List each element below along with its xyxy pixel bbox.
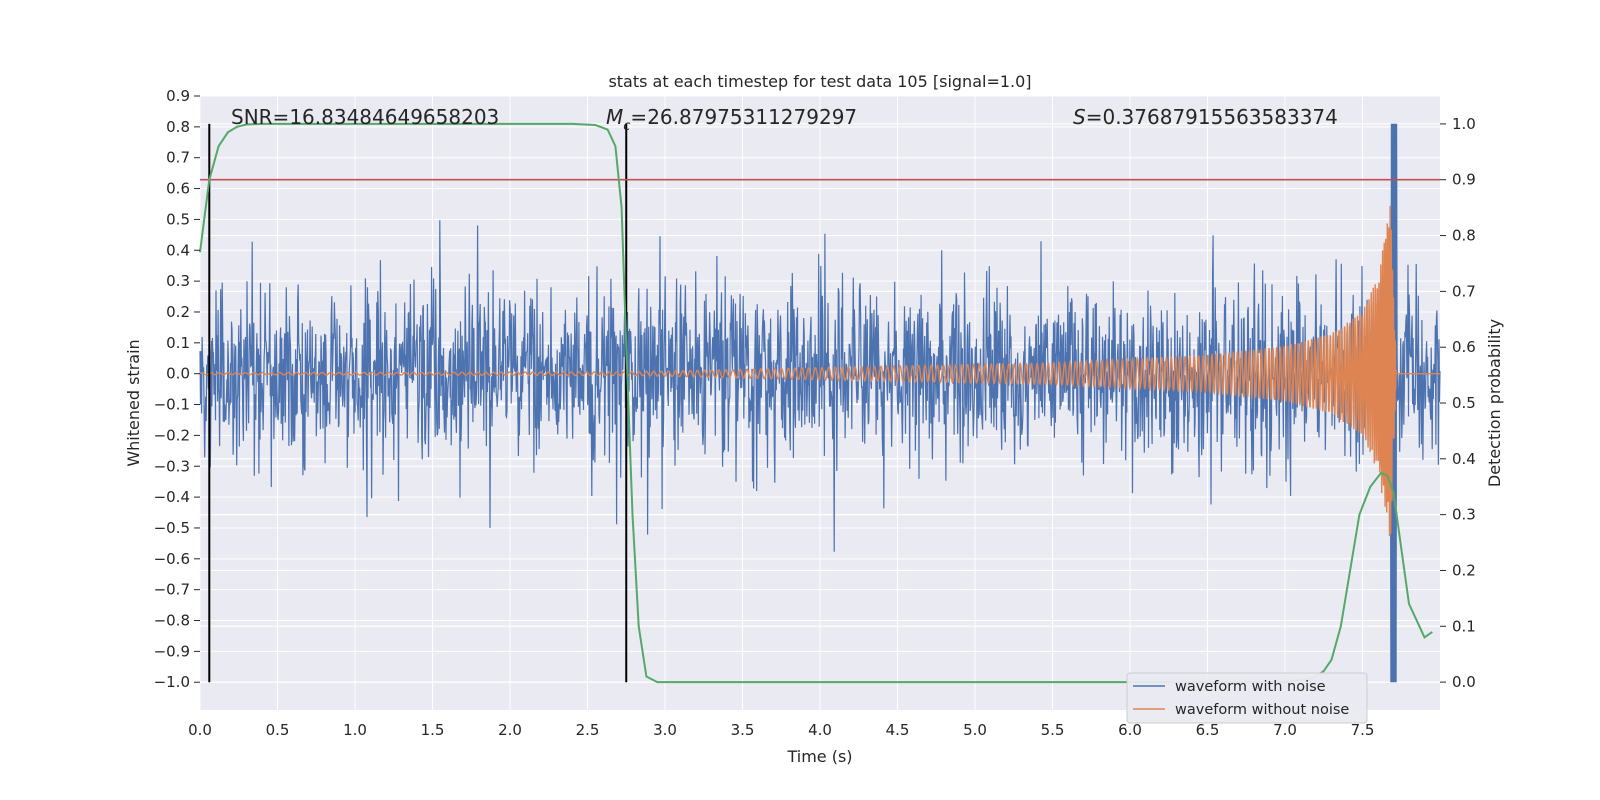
y-left-tick-label-4: 0.5 <box>166 210 190 228</box>
x-tick-label-6: 3.0 <box>653 721 677 739</box>
vertical-markers <box>208 123 628 683</box>
x-tick-label-0: 0.0 <box>188 721 212 739</box>
x-tick-label-2: 1.0 <box>343 721 367 739</box>
legend-box <box>1126 672 1368 724</box>
y-left-tick-label-10: −0.1 <box>154 396 190 414</box>
s-annotation: S=0.37687915563583374 <box>1073 105 1338 129</box>
noise-series <box>199 123 1441 683</box>
mc-symbol: M <box>606 105 623 129</box>
x-tick-label-11: 5.5 <box>1041 721 1065 739</box>
y-right-tick-label-6: 0.4 <box>1452 450 1476 468</box>
y-right-ticks: 1.0 0.9 0.8 0.7 0.6 0.5 0.4 0.3 0.2 0.1 0.0 <box>1440 115 1476 691</box>
snr-prefix: SNR= <box>231 105 289 129</box>
x-tick-label-10: 5.0 <box>963 721 987 739</box>
y-right-tick-label-2: 0.8 <box>1452 227 1476 245</box>
y-right-tick-label-0: 1.0 <box>1452 115 1476 133</box>
x-tick-label-4: 2.0 <box>498 721 522 739</box>
y-right-tick-label-4: 0.6 <box>1452 338 1476 356</box>
x-tick-label-13: 6.5 <box>1196 721 1220 739</box>
x-tick-label-5: 2.5 <box>576 721 600 739</box>
x-tick-label-1: 0.5 <box>266 721 290 739</box>
mc-annotation: Mc=26.87975311279297 <box>606 105 857 134</box>
legend-label-noise: waveform with noise <box>1175 679 1326 695</box>
x-tick-label-3: 1.5 <box>421 721 445 739</box>
snr-annotation: SNR=16.83484649658203 <box>231 105 499 129</box>
x-tick-label-7: 3.5 <box>731 721 755 739</box>
series-clean-line <box>199 205 1440 536</box>
legend-label-clean: waveform without noise <box>1175 702 1349 718</box>
y-right-tick-label-10: 0.0 <box>1452 673 1476 691</box>
mc-prefix: = <box>630 105 647 129</box>
y-left-tick-label-2: 0.7 <box>166 149 190 167</box>
y-right-tick-label-7: 0.3 <box>1452 506 1476 524</box>
x-tick-label-12: 6.0 <box>1118 721 1142 739</box>
s-prefix: = <box>1086 105 1103 129</box>
x-ticks: 0.0 0.5 1.0 1.5 2.0 2.5 3.0 3.5 4.0 4.5 5.0 5.5 6.0 6… <box>188 721 1374 739</box>
y-left-tick-label-17: −0.8 <box>154 612 190 630</box>
y-right-tick-label-8: 0.2 <box>1452 561 1476 579</box>
clean-series <box>199 205 1440 536</box>
y-right-tick-label-1: 0.9 <box>1452 171 1476 189</box>
y-left-axis-label: Whitened strain <box>124 339 143 466</box>
y-left-tick-label-15: −0.6 <box>154 550 190 568</box>
s-symbol: S <box>1073 105 1086 129</box>
y-left-tick-label-1: 0.8 <box>166 118 190 136</box>
x-tick-label-8: 4.0 <box>808 721 832 739</box>
s-value: 0.37687915563583374 <box>1102 105 1337 129</box>
y-left-ticks: 0.9 0.8 0.7 0.6 0.5 0.4 0.3 0.2 0.1 0.0 −0.1 −0.2 −0… <box>154 87 200 691</box>
mc-value: 26.87975311279297 <box>647 105 857 129</box>
y-left-tick-label-0: 0.9 <box>166 87 190 105</box>
y-left-tick-label-19: −1.0 <box>154 673 190 691</box>
mc-subscript: c <box>623 119 630 134</box>
y-right-tick-label-9: 0.1 <box>1452 617 1476 635</box>
y-left-tick-label-6: 0.3 <box>166 272 190 290</box>
y-right-tick-label-3: 0.7 <box>1452 282 1476 300</box>
chart-title: stats at each timestep for test data 105… <box>608 72 1031 91</box>
y-left-tick-label-8: 0.1 <box>166 334 190 352</box>
y-left-tick-label-18: −0.9 <box>154 642 190 660</box>
y-left-tick-label-5: 0.4 <box>166 241 190 259</box>
x-tick-label-9: 4.5 <box>886 721 910 739</box>
y-left-tick-label-11: −0.2 <box>154 426 190 444</box>
y-right-tick-label-5: 0.5 <box>1452 394 1476 412</box>
probability-series <box>199 122 1433 684</box>
series-noise-line <box>199 123 1441 683</box>
y-left-tick-label-9: 0.0 <box>166 365 190 383</box>
snr-value: 16.83484649658203 <box>289 105 499 129</box>
x-tick-label-14: 7.0 <box>1273 721 1297 739</box>
y-left-tick-label-13: −0.4 <box>154 488 190 506</box>
x-axis-label: Time (s) <box>786 747 852 766</box>
series-probability-line <box>199 122 1433 684</box>
y-left-tick-label-7: 0.2 <box>166 303 190 321</box>
y-left-tick-label-14: −0.5 <box>154 519 190 537</box>
y-left-tick-label-16: −0.7 <box>154 581 190 599</box>
y-left-tick-label-12: −0.3 <box>154 457 190 475</box>
x-tick-label-15: 7.5 <box>1351 721 1375 739</box>
legend: waveform with noise waveform without noi… <box>1126 672 1368 724</box>
y-right-axis-label: Detection probability <box>1485 319 1504 487</box>
y-left-tick-label-3: 0.6 <box>166 180 190 198</box>
